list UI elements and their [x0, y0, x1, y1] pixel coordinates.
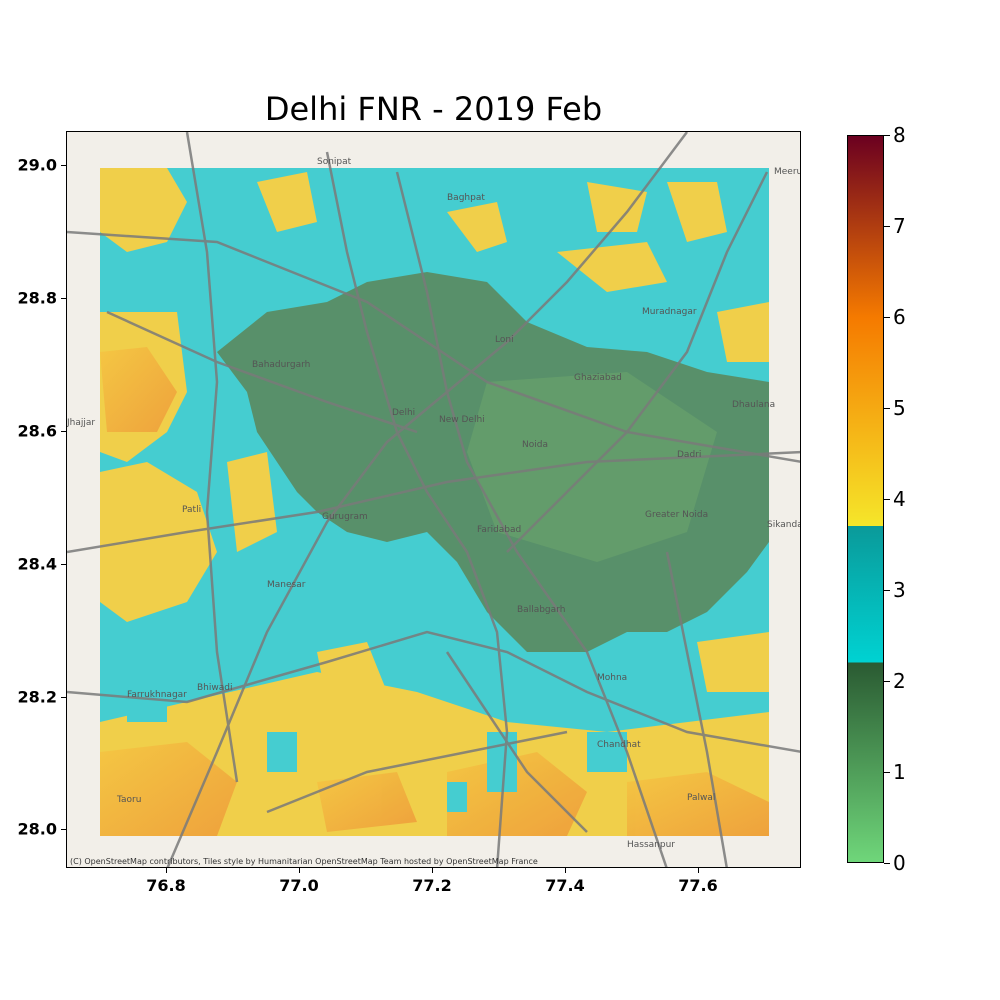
x-tick-label: 77.0: [279, 876, 319, 895]
x-tick-mark: [698, 868, 699, 873]
colorbar-tick-mark: [884, 499, 890, 500]
place-labels: Sonipat Meeru Baghpat Bahadurgarh Delhi New D…: [67, 157, 801, 850]
colorbar-tick-label: 0: [893, 851, 906, 875]
map-attribution: (C) OpenStreetMap contributors, Tiles st…: [70, 857, 538, 866]
place-label: Ghaziabad: [574, 373, 622, 383]
place-label: Manesar: [267, 580, 306, 590]
y-tick-mark: [61, 829, 66, 830]
y-tick-label: 28.6: [17, 421, 57, 441]
place-label: Taoru: [116, 795, 141, 805]
y-tick-mark: [61, 564, 66, 565]
place-label: Dadri: [677, 450, 701, 460]
y-tick-label: 28.2: [17, 687, 57, 707]
colorbar-tick-mark: [884, 681, 890, 682]
place-label: Baghpat: [447, 193, 485, 203]
road-network: [67, 132, 800, 867]
place-label: Muradnagar: [642, 307, 697, 317]
colorbar-tick-mark: [884, 135, 890, 136]
y-tick-mark: [61, 431, 66, 432]
raster-yellow-regions: [100, 168, 769, 836]
place-label: Meeru: [774, 167, 801, 177]
place-label: Sikanda: [767, 520, 801, 530]
colorbar-tick-label: 5: [893, 396, 906, 420]
colorbar-tick-mark: [884, 408, 890, 409]
place-label: Loni: [495, 335, 514, 345]
colorbar-tick-mark: [884, 772, 890, 773]
x-tick-label: 77.4: [545, 876, 585, 895]
place-label: Delhi: [392, 408, 415, 418]
colorbar-tick-mark: [884, 590, 890, 591]
colorbar-tick-mark: [884, 317, 890, 318]
place-label: Faridabad: [477, 525, 521, 535]
colorbar-tick-label: 7: [893, 214, 906, 238]
colorbar-tick-label: 6: [893, 305, 906, 329]
y-tick-label: 28.8: [17, 288, 57, 308]
place-label: Hassanpur: [627, 840, 675, 850]
raster-orange-regions: [100, 347, 769, 836]
y-tick-mark: [61, 165, 66, 166]
x-tick-mark: [432, 868, 433, 873]
raster-cyan-patches: [127, 692, 627, 812]
x-tick-mark: [166, 868, 167, 873]
colorbar-tick-mark: [884, 863, 890, 864]
x-tick-mark: [299, 868, 300, 873]
place-label: Ballabgarh: [517, 605, 565, 615]
place-label: Gurugram: [322, 512, 368, 522]
place-label: Sonipat: [317, 157, 352, 167]
colorbar-tick-mark: [884, 226, 890, 227]
x-tick-mark: [565, 868, 566, 873]
place-label: Patli: [182, 505, 201, 515]
colorbar: [847, 135, 884, 863]
colorbar-tick-label: 2: [893, 669, 906, 693]
y-tick-label: 28.4: [17, 554, 57, 574]
y-tick-label: 28.0: [17, 819, 57, 839]
place-label: Dhaulana: [732, 400, 775, 410]
y-tick-mark: [61, 298, 66, 299]
place-label: Jhajjar: [67, 418, 95, 428]
y-tick-mark: [61, 697, 66, 698]
place-label: Mohna: [597, 673, 627, 683]
fnr-map[interactable]: Sonipat Meeru Baghpat Bahadurgarh Delhi New D…: [67, 132, 801, 868]
place-label: Bahadurgarh: [252, 360, 310, 370]
place-label: Bhiwadi: [197, 683, 232, 693]
colorbar-tick-label: 8: [893, 123, 906, 147]
place-label: Farrukhnagar: [127, 690, 187, 700]
map-panel[interactable]: Sonipat Meeru Baghpat Bahadurgarh Delhi New D…: [66, 131, 801, 868]
colorbar-tick-label: 3: [893, 578, 906, 602]
colorbar-tick-label: 4: [893, 487, 906, 511]
x-tick-label: 77.2: [412, 876, 452, 895]
y-tick-label: 29.0: [17, 155, 57, 175]
place-label: Greater Noida: [645, 510, 708, 520]
place-label: New Delhi: [439, 415, 485, 425]
colorbar-tick-label: 1: [893, 760, 906, 784]
place-label: Palwal: [687, 793, 715, 803]
place-label: Chandhat: [597, 740, 641, 750]
x-tick-label: 77.6: [678, 876, 718, 895]
chart-title: Delhi FNR - 2019 Feb: [264, 90, 603, 128]
x-tick-label: 76.8: [146, 876, 186, 895]
place-label: Noida: [522, 440, 548, 450]
